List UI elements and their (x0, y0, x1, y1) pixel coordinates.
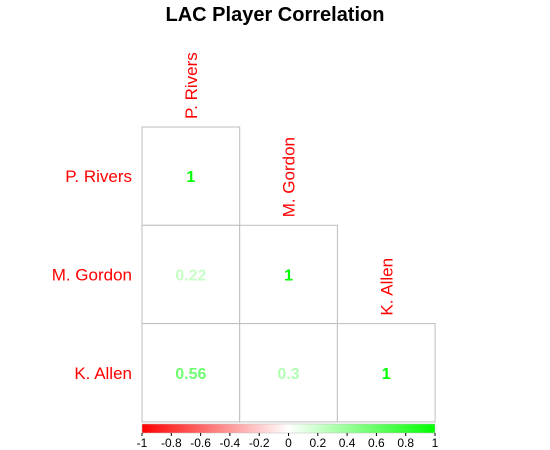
colorbar-tick-label: -0.4 (220, 436, 241, 450)
matrix-cell (141, 224, 241, 325)
colorbar: -1 -0.8 -0.6 -0.4 -0.2 0 0.2 0.4 0.6 0.8 1 (137, 423, 439, 450)
correlation-value-label: 0.56 (175, 366, 206, 383)
correlation-value-label: 1 (284, 267, 293, 284)
colorbar-tick-label: -1 (137, 436, 148, 450)
column-label: M. Gordon (280, 137, 299, 217)
chart-title: LAC Player Correlation (166, 4, 385, 26)
colorbar-gradient (141, 423, 436, 434)
correlation-value-label: 0.3 (277, 366, 299, 383)
column-label: K. Allen (377, 258, 396, 316)
column-label: P. Rivers (182, 52, 201, 119)
colorbar-tick-label: 0.6 (368, 436, 385, 450)
correlation-value-label: 1 (382, 366, 391, 383)
row-label: P. Rivers (65, 167, 132, 186)
matrix-cell (239, 224, 338, 325)
colorbar-tick-label: -0.8 (161, 436, 182, 450)
colorbar-tick-label: -0.6 (190, 436, 211, 450)
cells-layer: 1 0.22 1 0.56 0.3 1 (141, 126, 436, 423)
matrix-cell (239, 323, 338, 423)
colorbar-tick-label: 0.4 (339, 436, 356, 450)
row-labels: P. Rivers M. Gordon K. Allen (52, 167, 132, 383)
matrix-cell (336, 323, 436, 423)
colorbar-tick-label: 0.8 (397, 436, 414, 450)
correlation-value-label: 0.22 (175, 267, 206, 284)
colorbar-tick-label: -0.2 (249, 436, 270, 450)
matrix-cell (141, 126, 241, 226)
colorbar-tick-label: 0.2 (309, 436, 326, 450)
row-label: K. Allen (74, 364, 132, 383)
correlation-value-label: 1 (186, 169, 195, 186)
column-labels: P. Rivers M. Gordon K. Allen (182, 52, 396, 315)
matrix-cell (141, 323, 241, 423)
colorbar-tick-label: 0 (285, 436, 292, 450)
colorbar-tick-label: 1 (432, 436, 439, 450)
row-label: M. Gordon (52, 265, 132, 284)
